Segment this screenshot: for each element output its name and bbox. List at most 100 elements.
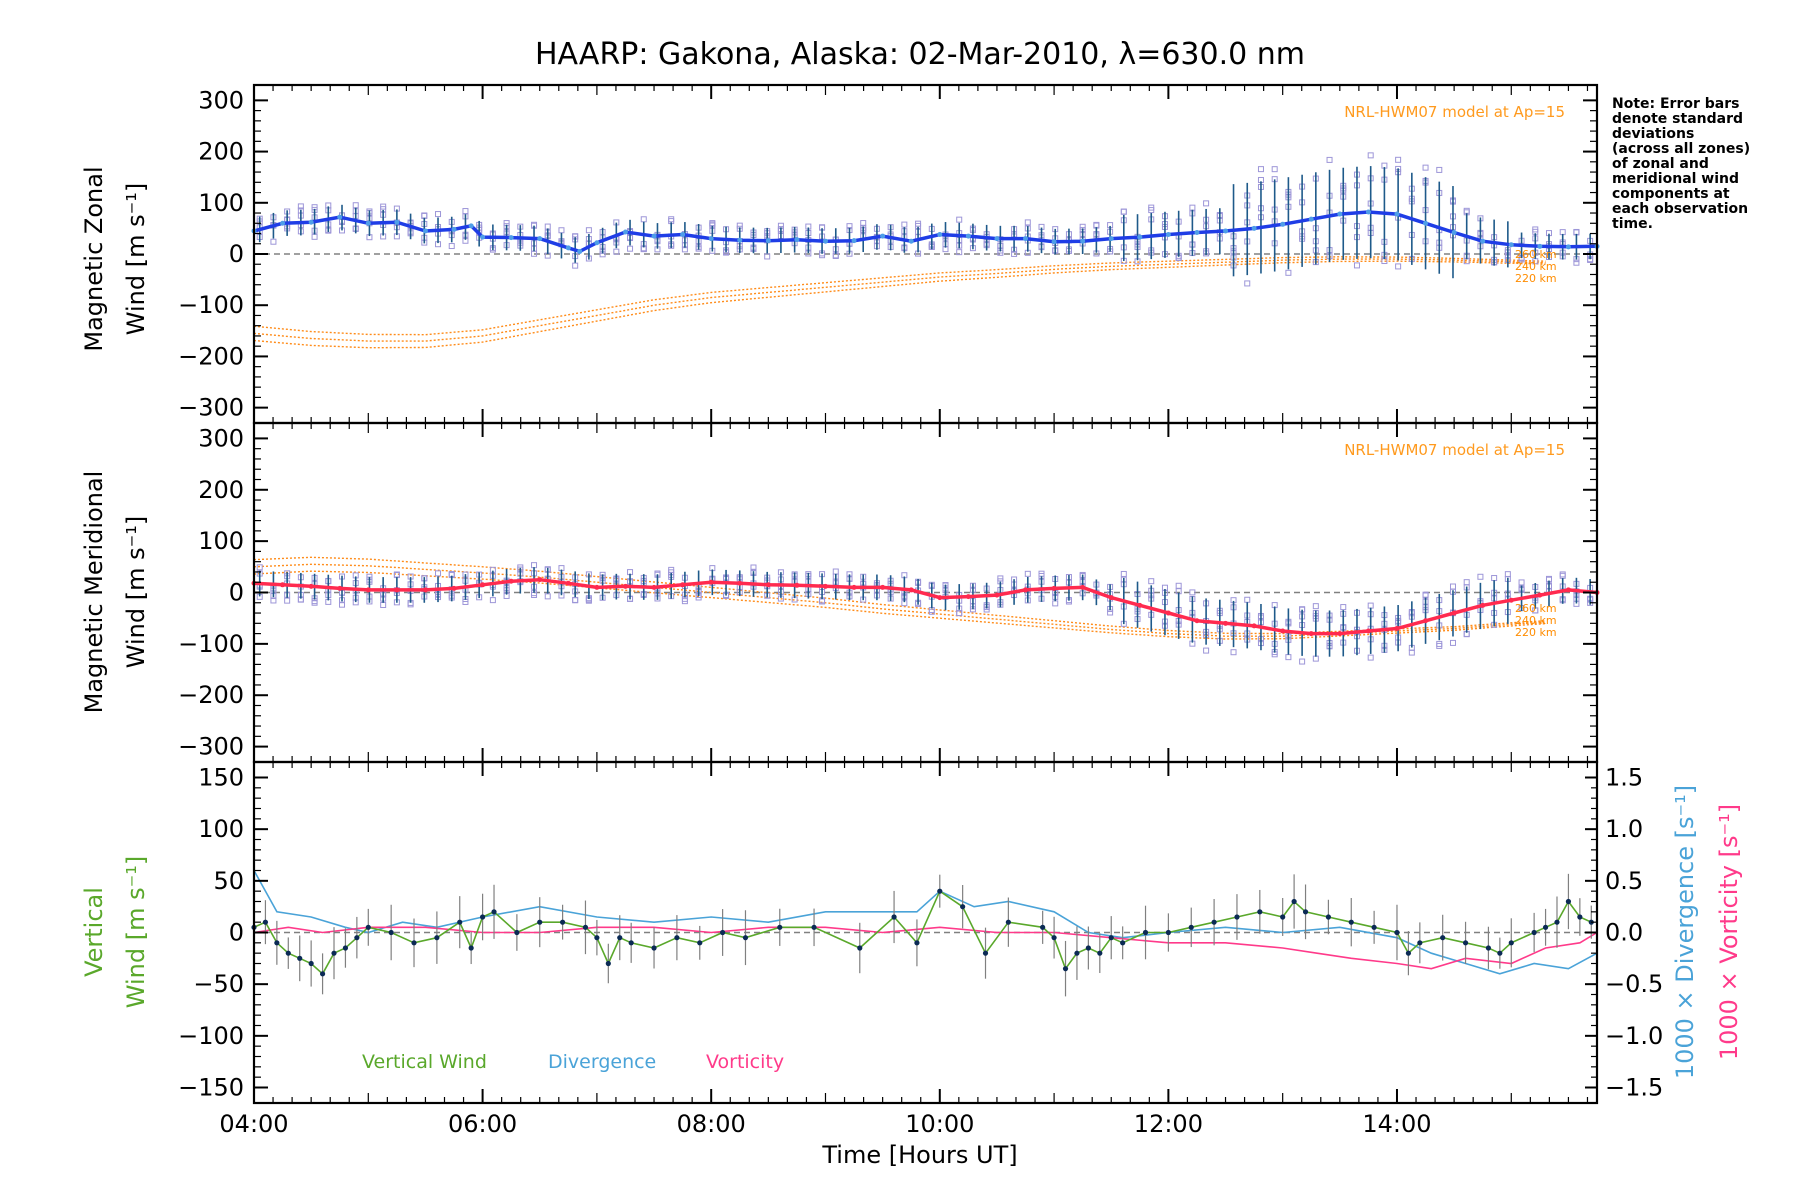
vertical-wind-point [1165,929,1171,936]
y-tick-label: 150 [198,764,244,792]
vertical-wind-point [628,940,634,946]
zonal-alt-label: 260 km [1515,248,1557,261]
mean-point [1223,620,1229,626]
mean-point [594,240,600,246]
zone-point [956,249,963,256]
vertical-wind-point [1405,950,1412,956]
zone-point [627,245,634,252]
vertical-wind-point [1051,935,1057,941]
mean-point [708,579,714,585]
vertical-wind-point [1497,950,1503,956]
mean-point [451,226,457,232]
vertical-wind-point [479,914,486,920]
zone-point [1408,649,1415,656]
note-line: components at [1612,186,1730,202]
zone-point [956,216,963,223]
vertical-wind-point [319,971,326,977]
mean-point [965,594,971,600]
zone-point [1024,219,1031,226]
vertical-wind-point [491,909,497,915]
vertical-wind-point [342,945,349,951]
zone-point [311,599,318,606]
vertical-wind-point [1462,940,1469,946]
vertical-wind-point [297,955,303,961]
mean-point [708,236,714,242]
mean-point [1451,610,1457,616]
vertical-wind-point [1142,929,1149,936]
zone-point [572,596,579,603]
zonal-ylabel-line1: Magnetic Zonal [80,166,108,351]
vertical-wind-point [468,945,474,951]
vertical-wind-point [1371,924,1377,930]
mean-point [480,234,486,240]
meridional-alt-label: 240 km [1515,614,1557,627]
vertical-wind-point [982,950,989,956]
note-line: each observation [1612,201,1748,217]
x-axis-label: Time [Hours UT] [821,1141,1017,1169]
vertical-wind-point [1062,966,1069,972]
mean-point [577,248,583,254]
x-tick-label: 04:00 [219,1110,288,1138]
vertical-marks: −1.5 −1.0 −0.5 0.0 0.5 1.0 1.5 04:00 06:00 08:00 1… [178,760,1663,1138]
meridional-ylabel-line1: Magnetic Meridional [80,471,108,714]
y2-tick-label: −0.5 [1605,970,1663,998]
mean-point [1137,234,1143,240]
vertical-wind-point [811,924,817,930]
vertical-wind-point [1302,909,1309,915]
note-block: Note: Error bars denote standard deviati… [1612,96,1750,232]
zonal-alt-label: 220 km [1515,272,1557,285]
vertical-wind-point [937,888,943,894]
mean-point [994,592,1000,598]
zone-point [585,227,592,234]
vertical-wind-point [582,924,589,930]
mean-point [994,236,1000,242]
zone-point [901,221,908,228]
mean-point [1223,228,1229,234]
zone-point [1244,280,1251,287]
vertical-wind-point [1234,914,1240,920]
vertical-wind-point [742,935,749,941]
mean-point [737,580,743,586]
y-tick-label: 200 [198,138,244,166]
mean-point [765,582,771,588]
y2-tick-label: 1.0 [1605,815,1643,843]
mean-point [1194,229,1200,235]
zone-point [1518,579,1525,586]
note-line: deviations [1612,126,1694,142]
zone-point [462,208,469,215]
mean-point [280,220,286,226]
mean-point [794,582,800,588]
mean-point [1480,602,1486,608]
zone-point [1120,570,1127,577]
vertical-wind-point [1097,950,1103,956]
meridional-wind-panel: −300 −200 −100 0 100 200 300 NRL-HWM07 model a… [80,421,1600,764]
zone-point [1038,570,1045,577]
vertical-wind-point [457,919,463,925]
zone-point [709,220,716,227]
zone-point [1504,571,1511,578]
mean-point [594,584,600,590]
mean-point [937,232,943,238]
vertical-wind-point [777,924,783,930]
mean-point [365,587,371,593]
y-tick-label: −100 [178,630,244,658]
zone-point [339,601,346,608]
zone-point [544,593,551,600]
zone-point [256,564,263,571]
vertical-wind-point [1188,924,1194,930]
vertical-wind-point [274,940,280,946]
note-line: of zonal and [1612,156,1709,172]
note-line: denote standard [1612,111,1743,127]
mean-point [1480,238,1486,244]
mean-point [651,233,657,239]
mean-point [965,233,971,239]
y-tick-label: −100 [178,291,244,319]
vertical-wind-point [1542,924,1549,930]
y-tick-label: 50 [213,867,244,895]
vertical-wind-point [594,935,600,941]
zone-point [1463,579,1470,586]
vertical-wind-point [308,960,314,967]
mean-point [480,582,486,588]
vertical-wind-point [1508,940,1514,946]
zone-point [435,211,442,218]
